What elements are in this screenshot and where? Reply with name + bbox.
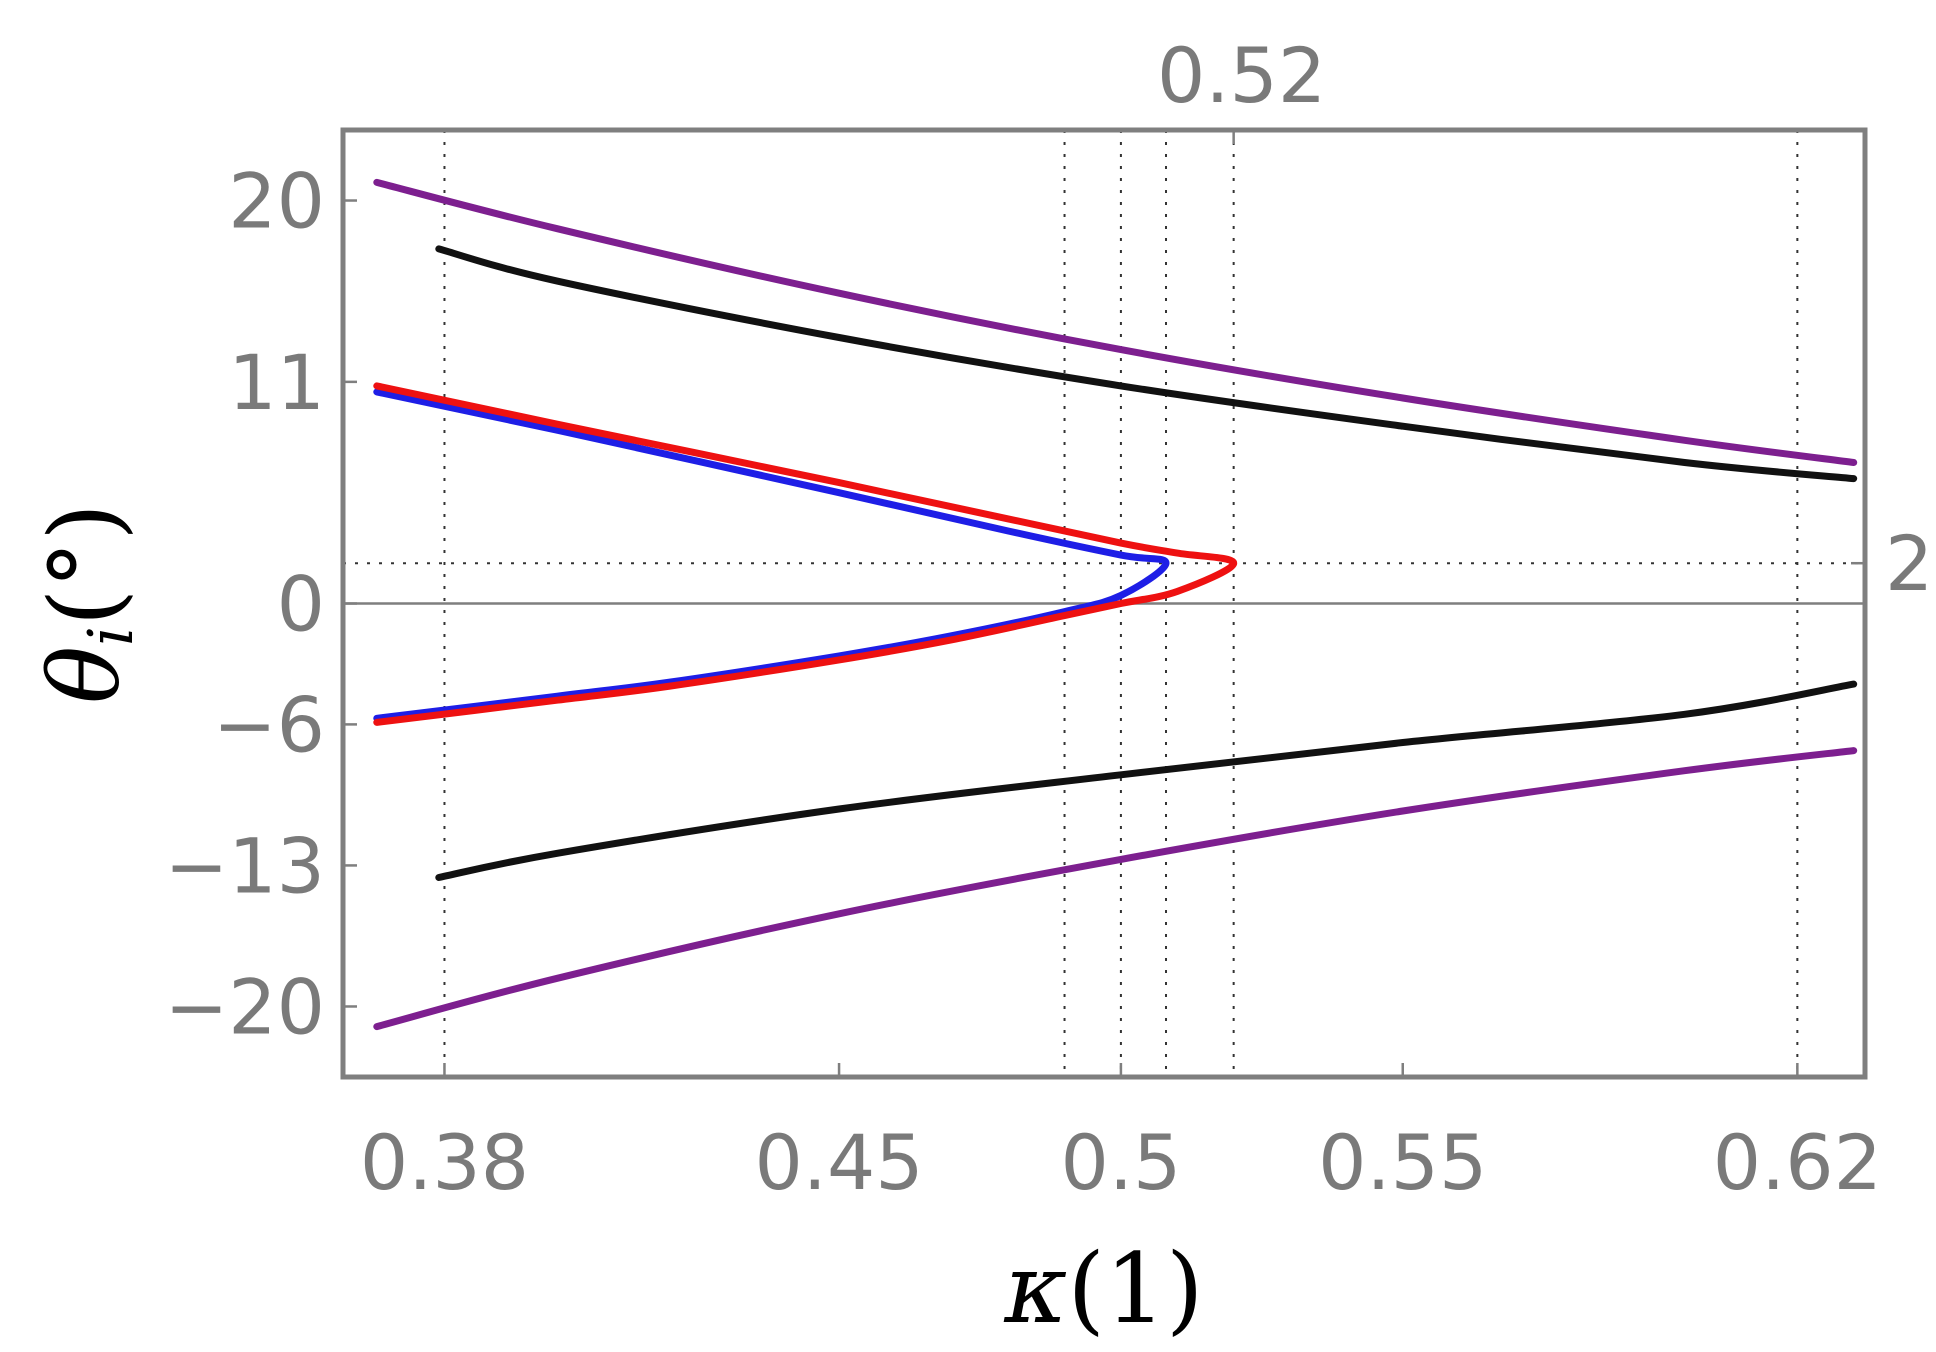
y-tick-label: 20 (228, 157, 325, 246)
x-axis-title: κ(1) (1004, 1233, 1204, 1345)
y-tick-label: −6 (213, 680, 325, 769)
x-tick-label: 0.45 (754, 1118, 923, 1207)
series-black-lower (435, 680, 1858, 881)
y-tick-label: −13 (165, 821, 325, 910)
series-black-upper (435, 245, 1858, 483)
x-tick-label: 0.62 (1713, 1118, 1882, 1207)
y-axis-unit: (°) (29, 503, 141, 626)
y-axis-subscript: i (74, 626, 147, 646)
series-blue (373, 388, 1170, 722)
series-purple-lower (373, 747, 1858, 1031)
y-axis-title: θi(°) (29, 503, 147, 704)
y-tick-label: 11 (228, 338, 325, 427)
tick-labels: 0.38 0.45 0.5 0.55 0.62 20 11 0 −6 −13 −20 0.52 2 (165, 31, 1934, 1207)
x-tick-label: 0.55 (1318, 1118, 1487, 1207)
x-axis-symbol: κ (1004, 1233, 1068, 1345)
x-axis-unit: (1) (1067, 1233, 1203, 1345)
x-tick-label: 0.38 (360, 1118, 529, 1207)
x-tick-label: 0.5 (1060, 1118, 1181, 1207)
series-purple-upper (373, 178, 1858, 466)
gridlines (343, 130, 1865, 1077)
right-tick-label: 2 (1885, 519, 1933, 608)
y-axis-symbol: θ (29, 646, 141, 704)
top-tick-label: 0.52 (1157, 31, 1326, 120)
plot-frame (340, 127, 1868, 1080)
y-tick-label: −20 (165, 962, 325, 1051)
y-tick-label: 0 (277, 560, 325, 649)
series-group (373, 178, 1858, 1031)
series-red (373, 382, 1238, 726)
